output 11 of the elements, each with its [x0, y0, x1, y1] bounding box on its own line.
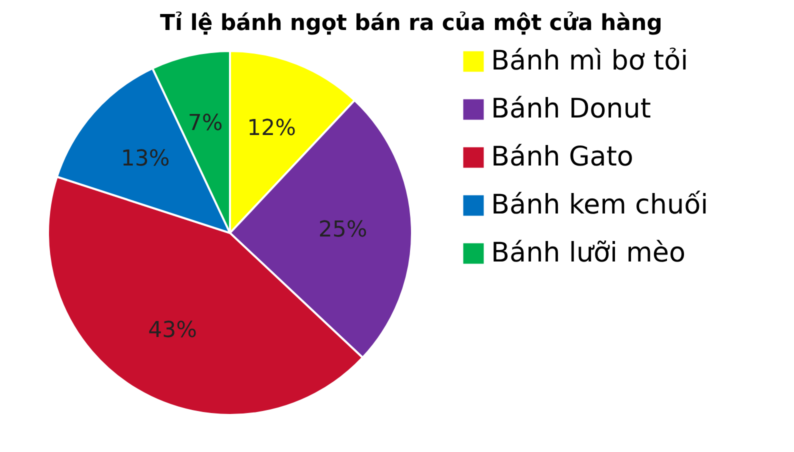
data-label: 25%	[318, 217, 368, 242]
legend-label: Bánh Donut	[491, 94, 651, 124]
legend-label: Bánh kem chuối	[491, 190, 708, 220]
legend-label: Bánh Gato	[491, 142, 634, 172]
data-label: 13%	[120, 146, 170, 172]
data-label: 12%	[247, 116, 296, 142]
legend-label: Bánh mì bơ tỏi	[491, 46, 688, 76]
data-label: 43%	[148, 318, 198, 344]
data-label: 7%	[188, 110, 223, 136]
chart-title: Tỉ lệ bánh ngọt bán ra của một cửa hàng	[160, 11, 662, 36]
legend-label: Bánh lưỡi mèo	[491, 238, 686, 268]
